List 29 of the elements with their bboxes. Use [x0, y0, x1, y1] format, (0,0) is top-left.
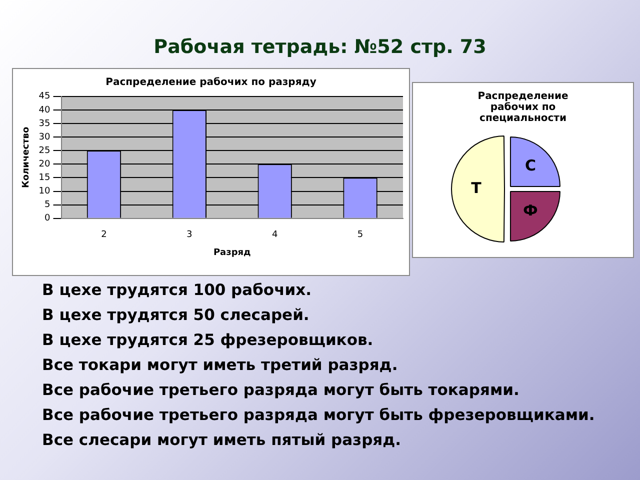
text: Рабочая тетрадь: №52 стр. 73 — [152, 35, 488, 60]
chart-title: Распределение рабочих по специальности — [476, 91, 570, 124]
x-tick-label: 2 — [101, 230, 107, 240]
text: В цехе трудятся 50 слесарей. — [42, 305, 310, 326]
y-tick-label: 15 — [38, 173, 50, 184]
x-tick-label: 4 — [272, 230, 278, 240]
y-tick-label: 10 — [38, 186, 51, 197]
y-tick-label: 45 — [38, 92, 50, 102]
x-axis-title: Разряд — [213, 248, 251, 258]
chart-title: Распределение рабочих по разряду — [104, 77, 318, 88]
slice-label: Т — [471, 178, 482, 197]
slice-label: Ф — [523, 201, 538, 220]
text: Все слесари могут иметь пятый разряд. — [42, 430, 402, 451]
text: Все рабочие третьего разряда могут быть фрезеровщиками. — [42, 405, 596, 426]
text: В цехе трудятся 25 фрезеровщиков. — [42, 330, 374, 351]
y-tick-label: 30 — [38, 132, 51, 142]
text: В цехе трудятся 100 рабочих. — [42, 280, 312, 301]
slice-label: С — [524, 156, 536, 174]
text: Все рабочие третьего разряда могут быть токарями. — [42, 380, 520, 401]
text: Все токари могут иметь третий разряд. — [42, 355, 399, 376]
y-tick-label: 25 — [38, 146, 50, 156]
x-tick-label: 3 — [186, 230, 192, 240]
x-tick-label: 5 — [357, 230, 364, 240]
y-tick-label: 5 — [44, 200, 50, 210]
y-tick-label: 35 — [38, 118, 50, 129]
y-tick-label: 20 — [38, 160, 51, 170]
y-axis-title: Количество — [22, 126, 32, 188]
y-tick-label: 0 — [44, 214, 51, 224]
y-tick-label: 40 — [38, 105, 51, 116]
